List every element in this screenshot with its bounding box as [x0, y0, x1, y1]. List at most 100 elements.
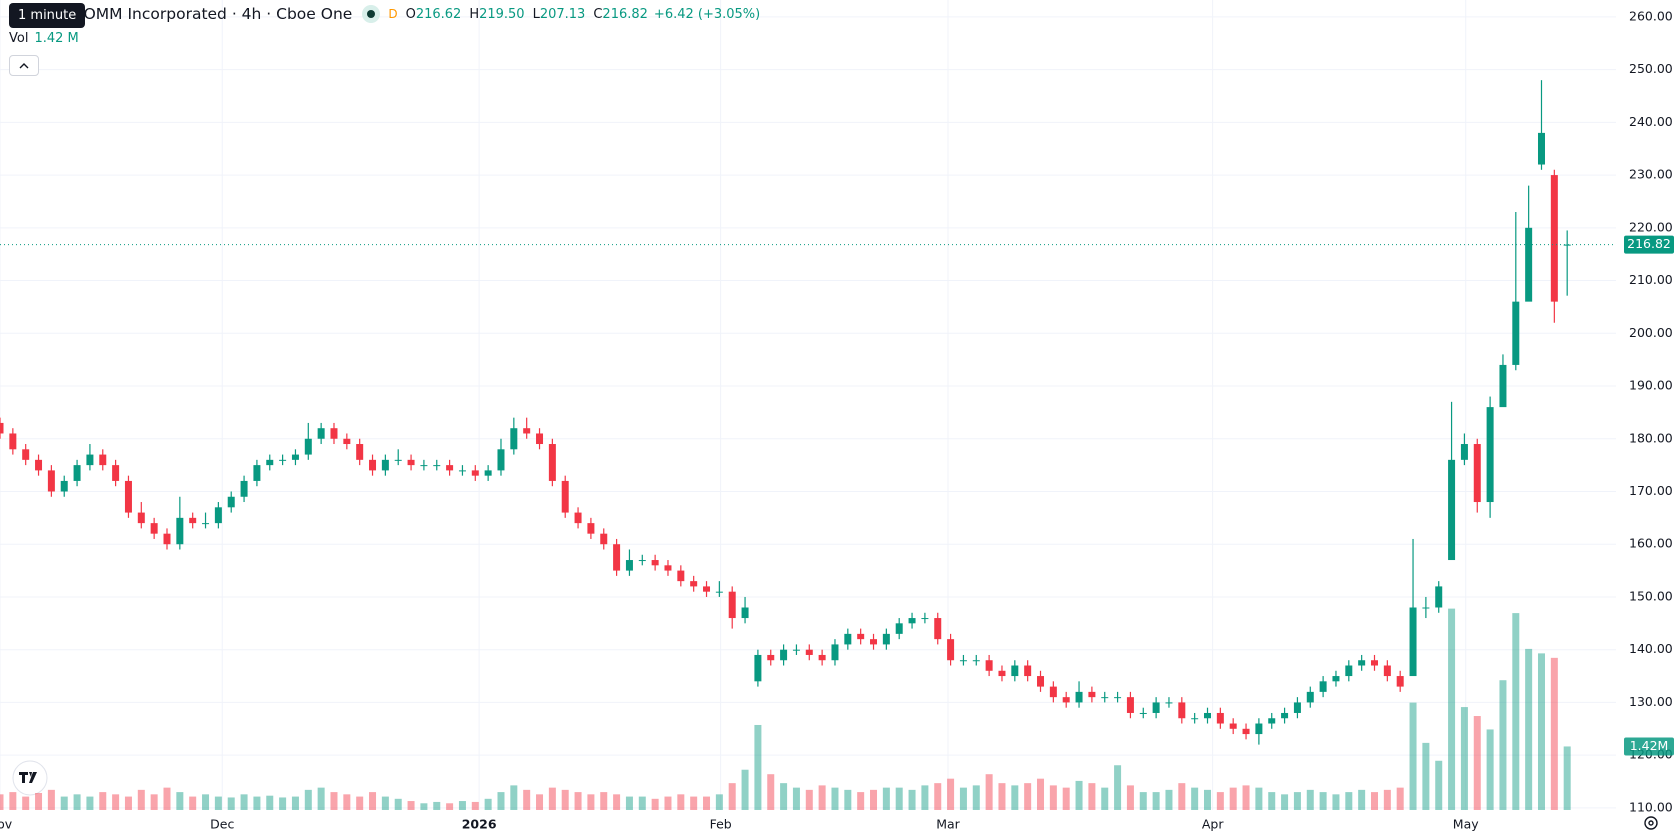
- volume-bar: [1383, 789, 1391, 810]
- candle-body: [1152, 702, 1160, 713]
- candle-body: [1281, 712, 1289, 719]
- volume-bar: [1345, 792, 1353, 810]
- candle-body: [1499, 364, 1507, 408]
- volume-bar: [1024, 783, 1032, 810]
- volume-bar: [1037, 778, 1045, 810]
- y-tick-label: 160.00: [1629, 536, 1673, 551]
- y-tick-label: 240.00: [1629, 114, 1673, 129]
- volume-bar: [1268, 792, 1276, 810]
- volume-bar: [818, 785, 826, 810]
- candle-body: [870, 639, 878, 645]
- candle-body: [1178, 702, 1186, 719]
- volume-bar: [1306, 789, 1314, 810]
- tv-logo[interactable]: [12, 760, 48, 796]
- volume-bar: [767, 774, 775, 810]
- candle-body: [1358, 660, 1366, 666]
- settings-icon[interactable]: [1644, 816, 1658, 830]
- candle-body: [1101, 697, 1109, 699]
- candle-body: [86, 454, 94, 466]
- candle-body: [60, 480, 68, 492]
- candle-body: [1370, 660, 1378, 666]
- y-tick-label: 210.00: [1629, 272, 1673, 287]
- last-volume-box: [1624, 737, 1674, 756]
- volume-bar: [548, 787, 556, 810]
- volume-bar: [831, 787, 839, 810]
- symbol-header: QUALCOMM Incorporated · 4h · Cboe One D …: [30, 5, 760, 23]
- volume-bar: [1165, 789, 1173, 810]
- collapse-button[interactable]: [9, 55, 39, 76]
- y-tick-label: 220.00: [1629, 219, 1673, 234]
- volume-bar: [959, 787, 967, 810]
- candle-body: [1204, 712, 1212, 719]
- candle-body: [1075, 691, 1083, 703]
- volume-bar: [1370, 792, 1378, 810]
- candle-body: [947, 639, 955, 661]
- candle-body: [47, 470, 55, 492]
- volume-bar: [1512, 613, 1520, 810]
- ohlc-value: 216.82: [602, 6, 648, 22]
- volume-bar: [60, 796, 68, 810]
- volume-bar: [587, 794, 595, 810]
- y-tick-label: 150.00: [1629, 588, 1673, 603]
- candle-body: [1062, 697, 1070, 703]
- candle-body: [73, 465, 81, 481]
- candle-body: [317, 428, 325, 439]
- volume-bar: [638, 796, 646, 810]
- change-value: +6.42 (+3.05%): [653, 6, 761, 22]
- market-dot: [362, 5, 381, 23]
- candle-body: [1268, 718, 1276, 724]
- candle-body: [715, 591, 723, 593]
- ohlc-letter: H: [469, 6, 480, 22]
- candle-body: [1191, 718, 1199, 720]
- volume-bar: [664, 796, 672, 810]
- candle-body: [1024, 665, 1032, 677]
- volume-bar: [1075, 780, 1083, 810]
- candle-body: [792, 649, 800, 651]
- candle-body: [536, 433, 544, 445]
- ohlc-value: 207.13: [539, 6, 586, 22]
- candle-body: [1293, 702, 1301, 713]
- volume-bar: [1525, 648, 1533, 810]
- candle-body: [176, 517, 184, 545]
- candle-body: [587, 523, 595, 534]
- candle-body: [394, 459, 402, 461]
- candle-body: [1396, 676, 1404, 687]
- volume-bar: [1204, 789, 1212, 810]
- candle-body: [1550, 175, 1558, 302]
- last-volume-label: 1.42M: [1630, 738, 1669, 753]
- volume-title: Vol: [9, 31, 29, 46]
- candle-body: [330, 428, 338, 439]
- volume-bar: [1101, 787, 1109, 810]
- candle-body: [985, 660, 993, 671]
- volume-bar: [536, 794, 544, 810]
- ohlc-value: 219.50: [479, 6, 525, 22]
- candle-body: [548, 444, 556, 481]
- y-tick-label: 260.00: [1629, 8, 1673, 23]
- candle-body: [934, 618, 942, 640]
- settings-hub: [1648, 820, 1654, 826]
- candle-body: [22, 449, 30, 460]
- candle-body: [754, 654, 762, 682]
- volume-bar: [189, 796, 197, 810]
- candle-body: [1255, 723, 1263, 735]
- y-tick-label: 200.00: [1629, 325, 1673, 340]
- volume-bar: [202, 794, 210, 810]
- candle-body: [202, 523, 210, 525]
- candle-body: [1563, 244, 1571, 246]
- candle-body: [690, 581, 698, 587]
- volume-bar: [112, 794, 120, 810]
- volume-bar: [1550, 657, 1558, 810]
- volume-bar: [523, 789, 531, 810]
- volume-bar: [1473, 716, 1481, 810]
- volume-bar: [561, 789, 569, 810]
- candle-body: [9, 433, 17, 450]
- candle-body: [1460, 444, 1468, 460]
- volume-bar: [381, 796, 389, 810]
- symbol-title[interactable]: QUALCOMM Incorporated · 4h · Cboe One: [30, 5, 353, 23]
- candle-body: [356, 444, 364, 460]
- volume-bar: [1293, 792, 1301, 810]
- volume-legend: Vol 1.42 M: [9, 31, 79, 46]
- candle-body: [1486, 407, 1494, 503]
- candle-body: [677, 570, 685, 582]
- x-tick-label: 2026: [462, 817, 497, 832]
